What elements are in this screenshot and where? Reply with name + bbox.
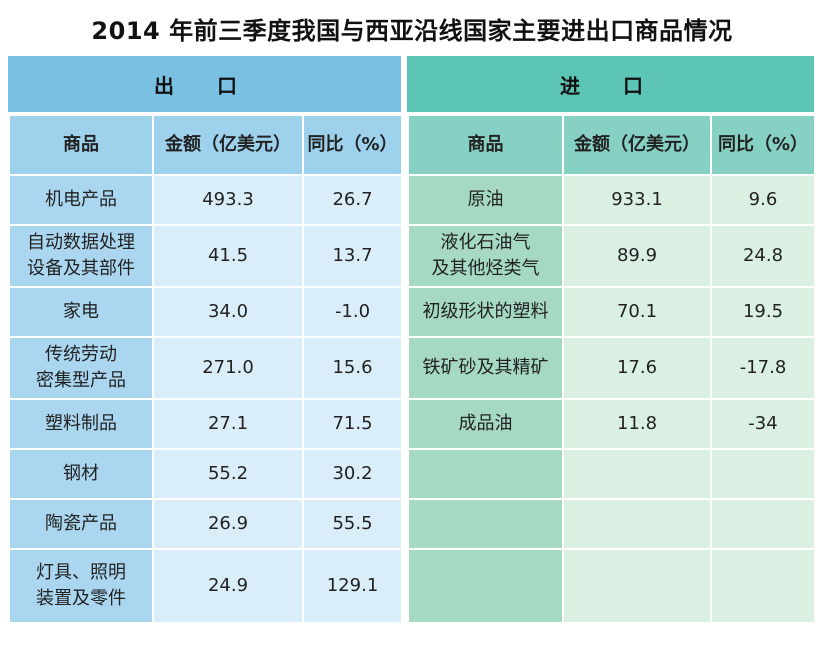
export-goods-cell: 机电产品 <box>8 174 154 226</box>
export-goods-cell: 钢材 <box>8 448 154 500</box>
import-yoy-cell <box>710 448 816 500</box>
export-yoy-cell: 55.5 <box>302 498 403 550</box>
export-amount-cell: 55.2 <box>152 448 304 500</box>
export-table-row: 自动数据处理 设备及其部件 41.5 13.7 <box>8 224 403 288</box>
import-goods-cell: 液化石油气 及其他烃类气 <box>407 224 564 288</box>
import-amount-cell: 933.1 <box>562 174 712 226</box>
export-yoy-cell: 71.5 <box>302 398 403 450</box>
export-table-row: 机电产品 493.3 26.7 <box>8 174 403 226</box>
export-col-yoy: 同比（%） <box>302 114 403 176</box>
page-title: 2014 年前三季度我国与西亚沿线国家主要进出口商品情况 <box>91 16 733 45</box>
export-goods-cell: 塑料制品 <box>8 398 154 450</box>
import-yoy-cell: -34 <box>710 398 816 450</box>
export-col-goods: 商品 <box>8 114 154 176</box>
export-table-row: 灯具、照明 装置及零件 24.9 129.1 <box>8 548 403 624</box>
export-table-row: 钢材 55.2 30.2 <box>8 448 403 500</box>
import-goods-cell <box>407 498 564 550</box>
import-goods-cell: 铁矿砂及其精矿 <box>407 336 564 400</box>
export-yoy-cell: 15.6 <box>302 336 403 400</box>
import-amount-cell: 11.8 <box>562 398 712 450</box>
export-amount-cell: 34.0 <box>152 286 304 338</box>
export-amount-cell: 26.9 <box>152 498 304 550</box>
export-goods-cell: 家电 <box>8 286 154 338</box>
import-yoy-cell <box>710 548 816 624</box>
import-table-row <box>407 448 816 500</box>
import-table-row <box>407 498 816 550</box>
import-amount-cell <box>562 548 712 624</box>
import-goods-cell <box>407 448 564 500</box>
export-section: 出 口 商品 金额（亿美元） 同比（%） 机电产品 493.3 26.7 自动数据处理… <box>8 56 403 659</box>
import-yoy-cell <box>710 498 816 550</box>
import-table-row: 初级形状的塑料 70.1 19.5 <box>407 286 816 338</box>
import-goods-cell: 成品油 <box>407 398 564 450</box>
import-goods-cell <box>407 548 564 624</box>
import-col-goods: 商品 <box>407 114 564 176</box>
import-goods-cell: 初级形状的塑料 <box>407 286 564 338</box>
import-header: 进 口 <box>407 56 814 114</box>
export-table: 商品 金额（亿美元） 同比（%） 机电产品 493.3 26.7 自动数据处理 设备及… <box>8 114 403 624</box>
import-table-row: 成品油 11.8 -34 <box>407 398 816 450</box>
import-amount-cell <box>562 498 712 550</box>
export-amount-cell: 41.5 <box>152 224 304 288</box>
export-yoy-cell: 129.1 <box>302 548 403 624</box>
import-table: 商品 金额（亿美元） 同比（%） 原油 933.1 9.6 液化石油气 及其他烃类气 8… <box>407 114 816 624</box>
export-table-row: 塑料制品 27.1 71.5 <box>8 398 403 450</box>
export-amount-cell: 493.3 <box>152 174 304 226</box>
import-table-row: 液化石油气 及其他烃类气 89.9 24.8 <box>407 224 816 288</box>
import-goods-cell: 原油 <box>407 174 564 226</box>
export-header: 出 口 <box>8 56 401 114</box>
export-yoy-cell: 30.2 <box>302 448 403 500</box>
import-col-amount: 金额（亿美元） <box>562 114 712 176</box>
export-yoy-cell: -1.0 <box>302 286 403 338</box>
export-goods-cell: 自动数据处理 设备及其部件 <box>8 224 154 288</box>
import-yoy-cell: 24.8 <box>710 224 816 288</box>
import-amount-cell: 17.6 <box>562 336 712 400</box>
import-section: 进 口 商品 金额（亿美元） 同比（%） 原油 933.1 9.6 液化石油气 及其他… <box>407 56 816 659</box>
import-amount-cell: 70.1 <box>562 286 712 338</box>
import-table-row: 原油 933.1 9.6 <box>407 174 816 226</box>
import-table-row <box>407 548 816 624</box>
export-col-amount: 金额（亿美元） <box>152 114 304 176</box>
export-table-row: 传统劳动 密集型产品 271.0 15.6 <box>8 336 403 400</box>
import-yoy-cell: 9.6 <box>710 174 816 226</box>
import-yoy-cell: -17.8 <box>710 336 816 400</box>
export-amount-cell: 24.9 <box>152 548 304 624</box>
export-goods-cell: 传统劳动 密集型产品 <box>8 336 154 400</box>
export-yoy-cell: 26.7 <box>302 174 403 226</box>
import-table-row: 铁矿砂及其精矿 17.6 -17.8 <box>407 336 816 400</box>
import-amount-cell: 89.9 <box>562 224 712 288</box>
export-yoy-cell: 13.7 <box>302 224 403 288</box>
import-col-yoy: 同比（%） <box>710 114 816 176</box>
export-table-row: 家电 34.0 -1.0 <box>8 286 403 338</box>
export-goods-cell: 陶瓷产品 <box>8 498 154 550</box>
import-amount-cell <box>562 448 712 500</box>
export-amount-cell: 271.0 <box>152 336 304 400</box>
export-goods-cell: 灯具、照明 装置及零件 <box>8 548 154 624</box>
export-table-row: 陶瓷产品 26.9 55.5 <box>8 498 403 550</box>
export-amount-cell: 27.1 <box>152 398 304 450</box>
import-yoy-cell: 19.5 <box>710 286 816 338</box>
